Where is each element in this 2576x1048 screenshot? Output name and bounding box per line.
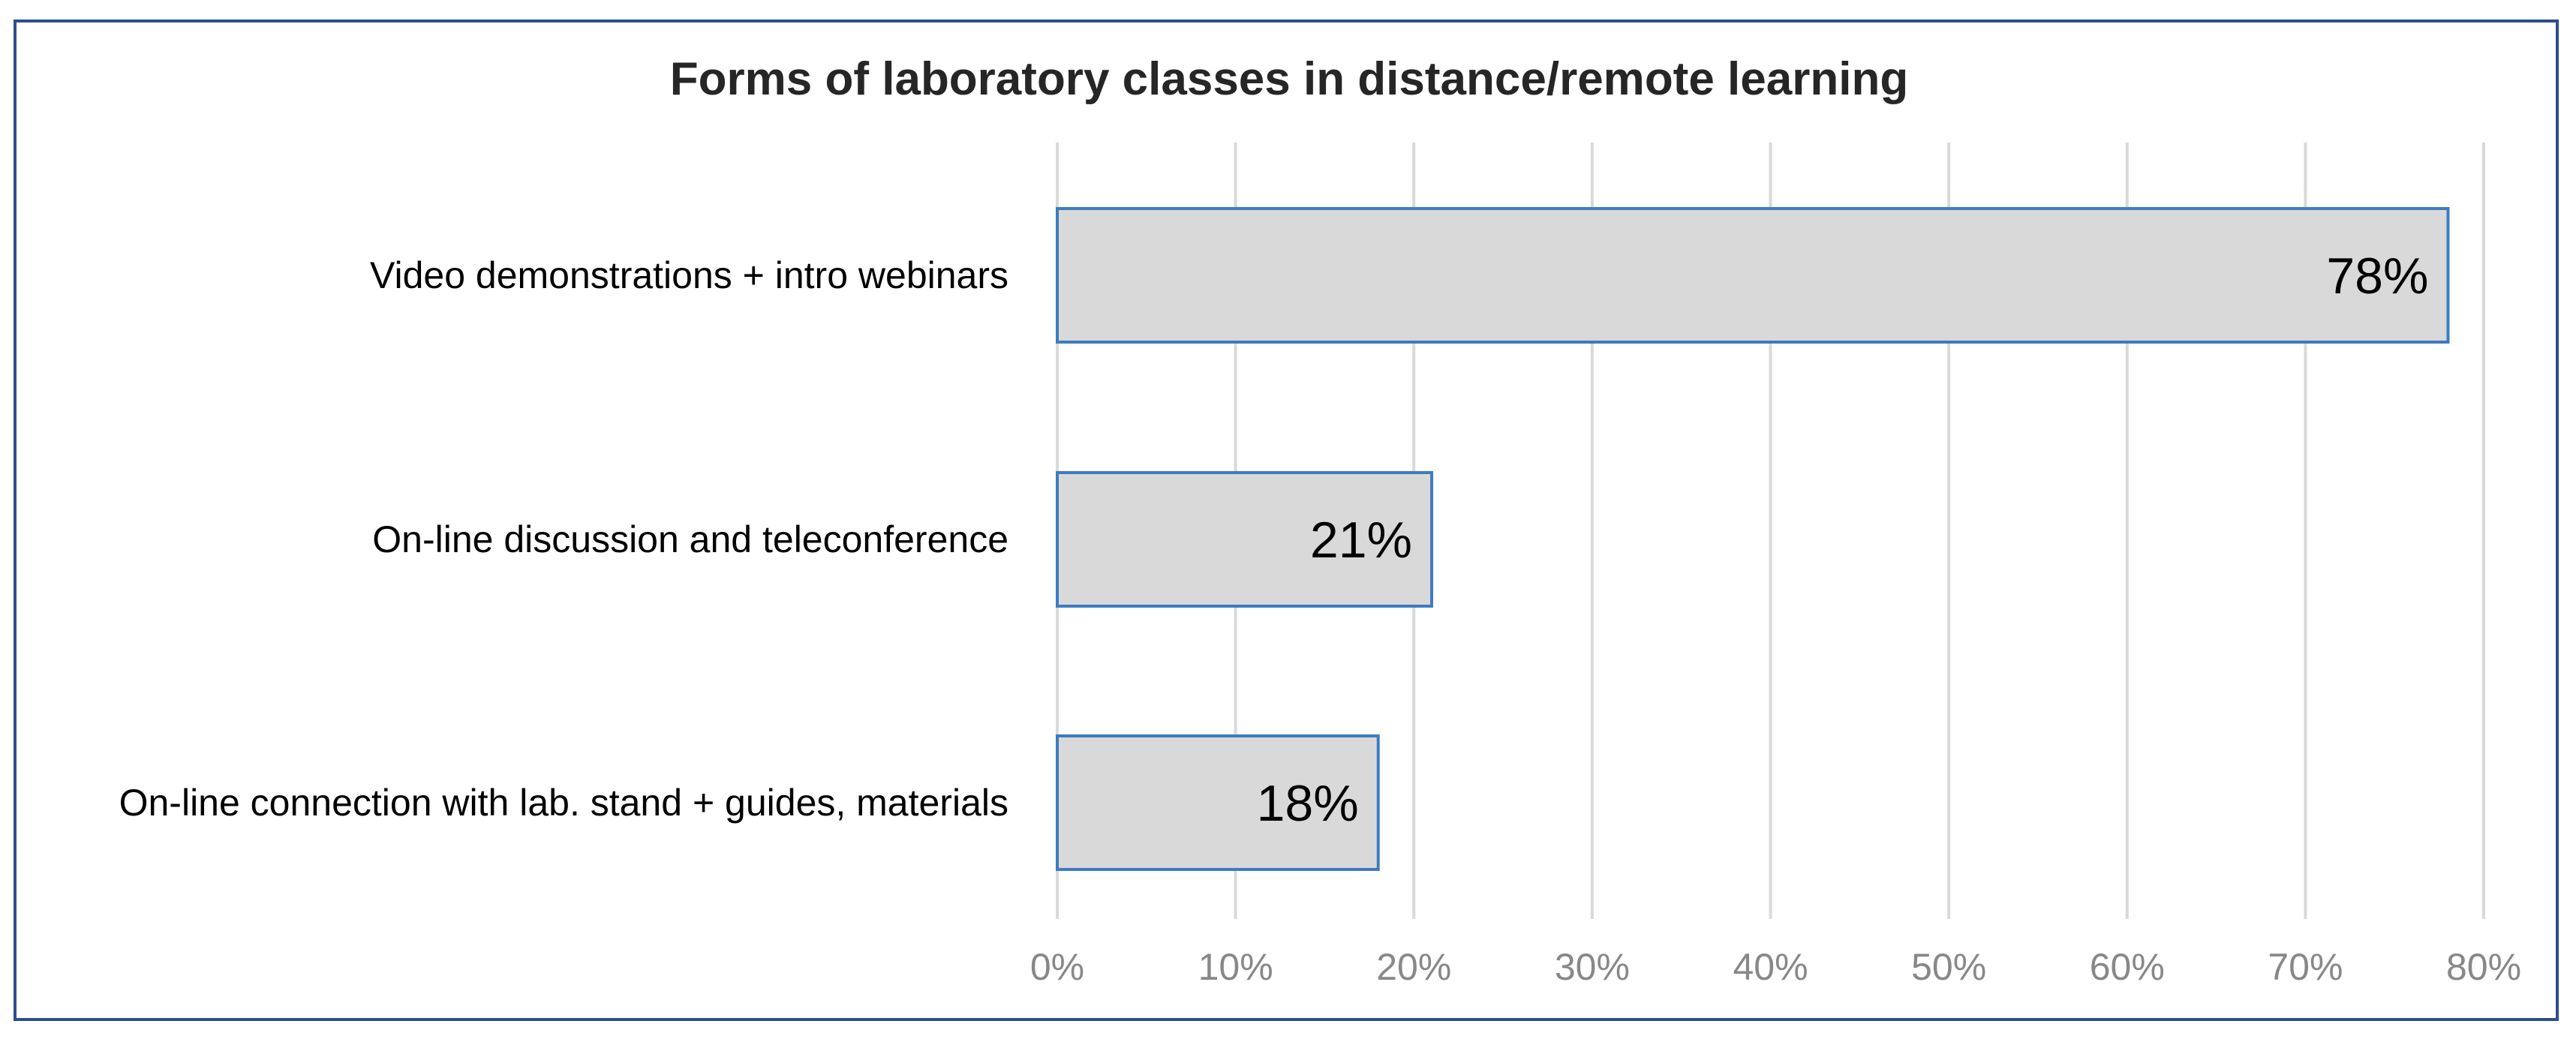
x-tick-label: 80% <box>2446 946 2521 988</box>
x-tick-label: 10% <box>1198 946 1273 988</box>
x-tick-label: 50% <box>1911 946 1986 988</box>
data-label: 78% <box>2326 248 2428 305</box>
data-label: 18% <box>1257 775 1359 832</box>
category-label: On-line connection with lab. stand + gui… <box>119 782 1008 824</box>
data-label: 21% <box>1310 512 1412 569</box>
bar <box>1056 471 1434 608</box>
x-tick-label: 30% <box>1555 946 1630 988</box>
category-labels: Video demonstrations + intro webinars On-… <box>119 254 1008 824</box>
bar-chart: Forms of laboratory classes in distance/… <box>119 53 2521 988</box>
x-tick-label: 20% <box>1376 946 1451 988</box>
bar <box>1056 734 1380 871</box>
x-tick-label: 40% <box>1733 946 1808 988</box>
category-label: On-line discussion and teleconference <box>372 518 1008 560</box>
x-axis-tick-labels: 0% 10% 20% 30% 40% 50% 60% 70% 80% <box>1030 946 2521 988</box>
chart-frame: Forms of laboratory classes in distance/… <box>14 20 2559 1021</box>
bar <box>1056 207 2450 344</box>
chart-title: Forms of laboratory classes in distance/… <box>670 53 1908 105</box>
bars <box>1056 207 2450 871</box>
category-label: Video demonstrations + intro webinars <box>370 254 1008 296</box>
x-tick-label: 0% <box>1030 946 1084 988</box>
data-labels: 78% 21% 18% <box>1257 248 2429 832</box>
x-tick-label: 70% <box>2268 946 2343 988</box>
x-tick-label: 60% <box>2090 946 2165 988</box>
